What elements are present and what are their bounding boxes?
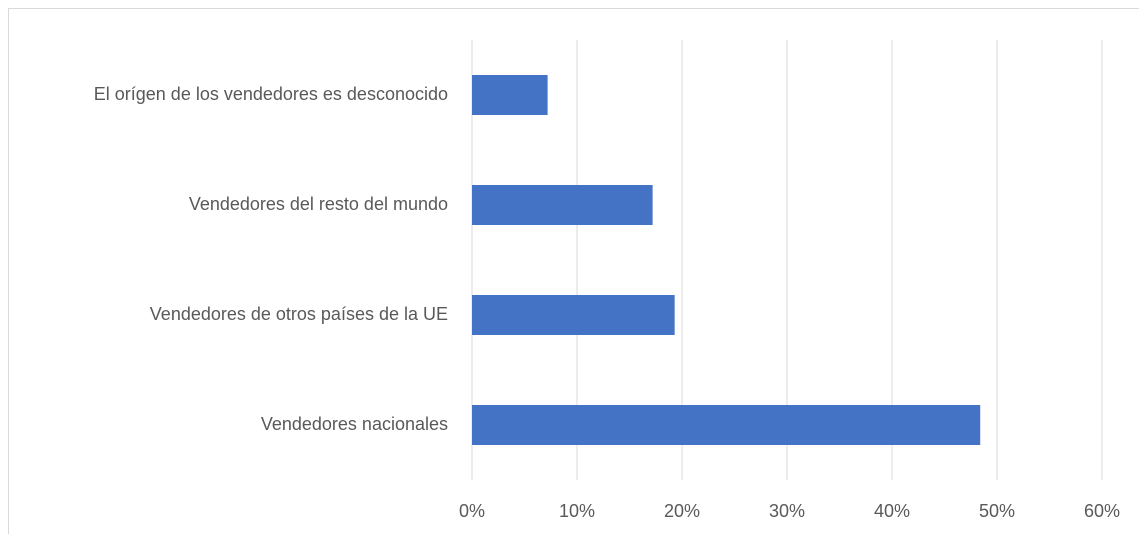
x-tick-label: 30% bbox=[769, 501, 805, 521]
chart-border bbox=[8, 8, 1139, 534]
x-tick-label: 60% bbox=[1084, 501, 1120, 521]
x-tick-label: 40% bbox=[874, 501, 910, 521]
bar bbox=[472, 185, 653, 225]
y-tick-label: Vendedores de otros países de la UE bbox=[150, 304, 448, 324]
bar bbox=[472, 75, 548, 115]
x-tick-label: 50% bbox=[979, 501, 1015, 521]
bar bbox=[472, 295, 675, 335]
y-tick-label: Vendedores del resto del mundo bbox=[189, 194, 448, 214]
x-tick-label: 10% bbox=[559, 501, 595, 521]
bar bbox=[472, 405, 981, 445]
y-tick-label: Vendedores nacionales bbox=[261, 414, 448, 434]
x-tick-label: 0% bbox=[459, 501, 485, 521]
y-tick-label: El orígen de los vendedores es desconoci… bbox=[94, 84, 448, 104]
x-tick-label: 20% bbox=[664, 501, 700, 521]
